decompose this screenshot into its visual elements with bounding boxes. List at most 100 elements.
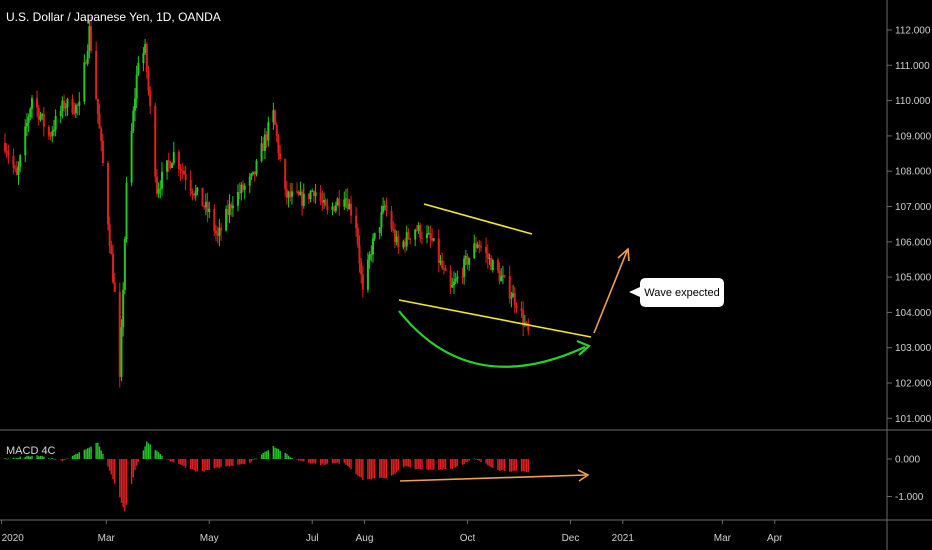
macd-bar-negative [406, 459, 408, 467]
candle-up [144, 44, 147, 53]
candle-up [395, 236, 398, 243]
macd-bar-negative [331, 459, 334, 464]
candle-down [203, 206, 206, 208]
macd-bar-negative [108, 459, 111, 471]
candle-up [454, 278, 457, 282]
macd-bar-negative [475, 459, 477, 460]
candle-up [27, 117, 30, 123]
candle-down [265, 134, 268, 141]
candle-up [323, 200, 326, 203]
macd-bar-positive [26, 455, 28, 459]
macd-bar-positive [16, 458, 18, 459]
candle-down [466, 256, 469, 265]
candle-up [159, 188, 162, 190]
macd-indicator-label[interactable]: MACD 4C [6, 445, 56, 457]
macd-bar-positive [97, 442, 99, 459]
candle-down [193, 193, 196, 196]
macd-bar-negative [309, 459, 312, 464]
macd-bar-negative [173, 459, 175, 463]
macd-bar-positive [14, 458, 16, 460]
macd-bar-negative [453, 459, 455, 468]
macd-bar-negative [321, 459, 324, 464]
candle-up [51, 131, 54, 136]
candle-up [500, 276, 503, 282]
candle-down [37, 107, 40, 120]
candle-up [417, 225, 420, 231]
macd-bar-positive [262, 452, 264, 459]
macd-bar-positive [88, 447, 91, 459]
macd-bar-positive [473, 458, 475, 460]
macd-bar-negative [227, 459, 229, 466]
macd-bar-positive [87, 448, 89, 459]
candle-down [474, 243, 477, 248]
macd-bar-negative [426, 459, 428, 470]
macd-bar-negative [348, 459, 351, 468]
candle-up [512, 293, 515, 298]
candle-down [101, 141, 104, 164]
macd-bar-positive [12, 457, 15, 459]
candle-down [449, 270, 452, 288]
candle-up [171, 163, 174, 168]
macd-bar-negative [333, 459, 335, 464]
candle-down [177, 151, 180, 169]
candle-down [155, 176, 158, 194]
candle-down [522, 311, 525, 326]
candle-up [439, 260, 442, 263]
candle-down [289, 191, 292, 197]
time-tick-label: Jul [306, 533, 319, 544]
candle-down [14, 167, 17, 169]
time-tick-label: Oct [460, 533, 476, 544]
price-tick-label: 107.000 [895, 202, 932, 213]
macd-bar-positive [29, 456, 32, 459]
candle-down [181, 170, 184, 172]
candle-up [311, 190, 314, 192]
macd-bar-negative [130, 459, 133, 484]
macd-bar-negative [358, 459, 361, 477]
macd-bar-negative [168, 459, 170, 460]
candle-down [47, 126, 50, 136]
time-axis[interactable]: 2020 Mar May Jul Aug Oct Dec 2021 Mar Apr [1, 520, 784, 544]
macd-bar-negative [404, 459, 406, 467]
candle-up [373, 233, 376, 239]
time-tick-label: 2020 [2, 533, 25, 544]
candle-up [302, 193, 305, 206]
macd-bar-negative [407, 459, 410, 467]
macd-bar-positive [264, 451, 266, 459]
price-axis[interactable]: 112.000 111.000 110.000 109.000 108.000 107.0… [887, 26, 932, 425]
candle-down [437, 238, 440, 263]
candle-down [321, 201, 324, 203]
candle-up [86, 50, 89, 64]
macd-bar-positive [4, 458, 6, 459]
candle-up [25, 122, 28, 127]
macd-bar-negative [395, 459, 398, 473]
macd-bar-positive [78, 452, 80, 459]
candle-down [274, 110, 277, 125]
macd-bar-negative [380, 459, 383, 478]
candle-down [201, 187, 204, 207]
macd-bar-positive [31, 455, 33, 459]
candle-up [331, 206, 334, 210]
candle-down [442, 268, 445, 270]
candle-down [393, 229, 396, 243]
macd-bar-positive [102, 453, 104, 459]
candle-down [297, 191, 300, 195]
macd-bar-negative [250, 459, 253, 462]
annotation-bubble[interactable]: Wave expected [629, 278, 724, 307]
candle-up [41, 113, 44, 117]
macd-bar-negative [228, 459, 231, 467]
price-tick-label: 109.000 [895, 131, 932, 142]
candle-down [113, 282, 116, 292]
candle-up [272, 110, 275, 123]
price-tick-label: 110.000 [895, 96, 931, 107]
macd-bar-negative [509, 459, 511, 472]
candle-down [279, 153, 282, 160]
candle-up [52, 129, 55, 132]
candle-up [260, 143, 263, 161]
candle-down [85, 62, 88, 64]
macd-bar-positive [5, 458, 8, 460]
macd-bar-positive [142, 450, 145, 459]
candle-up [250, 174, 253, 177]
macd-bar-positive [66, 458, 69, 460]
macd-axis[interactable]: 0.000 -1.000 [887, 455, 924, 504]
